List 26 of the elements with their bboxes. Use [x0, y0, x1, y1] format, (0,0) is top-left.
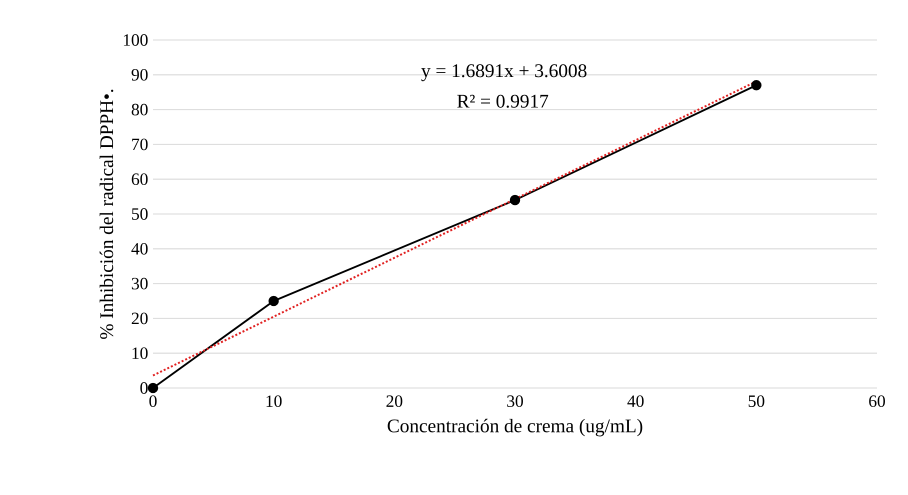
y-tick-label: 100 [124, 34, 148, 46]
y-axis-title: % Inhibición del radical DPPH•. [100, 90, 114, 339]
x-tick-label: 20 [386, 395, 402, 408]
y-tick-label: 60 [132, 173, 148, 186]
point [148, 382, 158, 394]
x-tick-label: 60 [869, 395, 885, 408]
x-tick-label: 40 [627, 395, 644, 408]
y-tick-label: 20 [132, 312, 148, 324]
annotation: R² = 0.9917 [457, 94, 548, 108]
y-tick-label: 80 [132, 104, 148, 116]
y-tick-label: 10 [132, 347, 148, 360]
x-tick-label: 30 [507, 395, 523, 408]
point [751, 80, 762, 90]
y-tick-label: 0 [140, 382, 148, 394]
x-tick-label: 50 [748, 395, 764, 408]
x-tick-label: 0 [149, 395, 157, 408]
y-tick-label: 40 [131, 242, 148, 255]
y-tick-label: 90 [132, 68, 148, 81]
point [510, 194, 520, 206]
point [268, 296, 279, 306]
y-tick-label: 70 [132, 138, 148, 150]
x-tick-label: 10 [266, 395, 282, 408]
y-tick-label: 30 [132, 278, 148, 290]
annotation: y = 1.6891x + 3.6008 [421, 64, 586, 82]
x-axis-title: Concentración de crema (ug/mL) [388, 418, 642, 436]
y-tick-label: 50 [132, 208, 148, 220]
